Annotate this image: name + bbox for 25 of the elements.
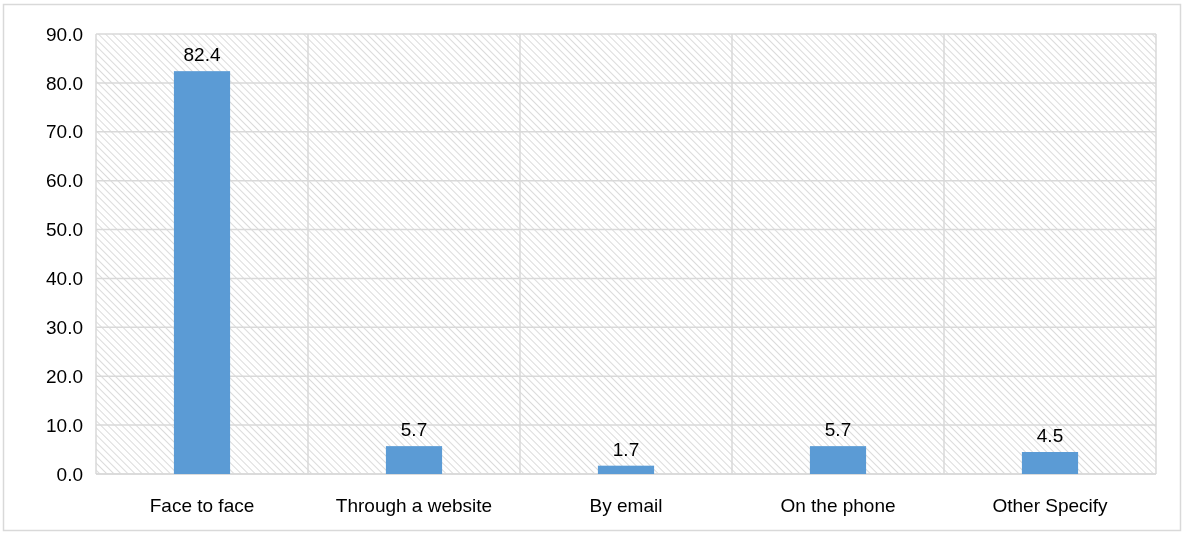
bar — [809, 446, 867, 474]
bar — [597, 465, 655, 474]
y-tick-label: 60.0 — [46, 170, 83, 192]
x-tick-label: Face to face — [149, 495, 255, 516]
y-tick-label: 0.0 — [56, 463, 83, 485]
bar — [173, 71, 231, 474]
x-tick-label: By email — [589, 495, 663, 516]
data-label: 82.4 — [183, 44, 221, 66]
x-tick-label: Other Specify — [992, 495, 1109, 516]
y-tick-label: 20.0 — [46, 365, 83, 387]
data-label: 1.7 — [612, 438, 640, 460]
y-tick-label: 40.0 — [46, 268, 83, 290]
data-label: 4.5 — [1036, 425, 1064, 446]
bar — [385, 446, 443, 474]
data-label: 5.7 — [400, 419, 428, 441]
y-tick-label: 70.0 — [46, 121, 83, 143]
y-tick-label: 80.0 — [46, 72, 83, 94]
y-tick-label: 30.0 — [46, 316, 83, 338]
y-tick-label: 90.0 — [46, 23, 83, 45]
y-tick-label: 50.0 — [46, 219, 83, 241]
x-tick-label: Through a website — [335, 495, 493, 516]
data-label: 5.7 — [824, 419, 852, 441]
x-tick-label: On the phone — [780, 495, 896, 516]
y-tick-label: 10.0 — [46, 414, 83, 436]
bar — [1021, 452, 1079, 474]
